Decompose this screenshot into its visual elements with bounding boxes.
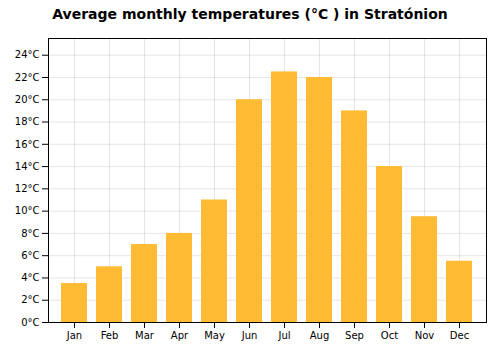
svg-text:Dec: Dec xyxy=(450,330,469,341)
svg-text:6°C: 6°C xyxy=(21,250,39,261)
svg-text:2°C: 2°C xyxy=(21,294,39,305)
svg-text:16°C: 16°C xyxy=(15,139,40,150)
svg-text:Jul: Jul xyxy=(277,330,290,341)
svg-text:24°C: 24°C xyxy=(15,49,40,60)
svg-text:Oct: Oct xyxy=(381,330,398,341)
svg-text:Aug: Aug xyxy=(310,330,330,341)
svg-text:0°C: 0°C xyxy=(21,317,39,328)
svg-text:Nov: Nov xyxy=(415,330,435,341)
svg-text:Mar: Mar xyxy=(135,330,155,341)
svg-text:May: May xyxy=(204,330,225,341)
svg-text:14°C: 14°C xyxy=(15,161,40,172)
svg-text:12°C: 12°C xyxy=(15,183,40,194)
svg-text:8°C: 8°C xyxy=(21,228,39,239)
svg-text:18°C: 18°C xyxy=(15,116,40,127)
svg-text:10°C: 10°C xyxy=(15,205,40,216)
svg-text:Jun: Jun xyxy=(241,330,258,341)
svg-text:Feb: Feb xyxy=(101,330,119,341)
svg-text:Jan: Jan xyxy=(66,330,82,341)
svg-text:Sep: Sep xyxy=(345,330,364,341)
svg-text:20°C: 20°C xyxy=(15,94,40,105)
svg-text:Apr: Apr xyxy=(171,330,189,341)
html-text:Average monthly temperatures (: Average monthly temperatures (°C ) in St… xyxy=(52,6,448,22)
svg-text:4°C: 4°C xyxy=(21,272,39,283)
svg-text:22°C: 22°C xyxy=(15,72,40,83)
